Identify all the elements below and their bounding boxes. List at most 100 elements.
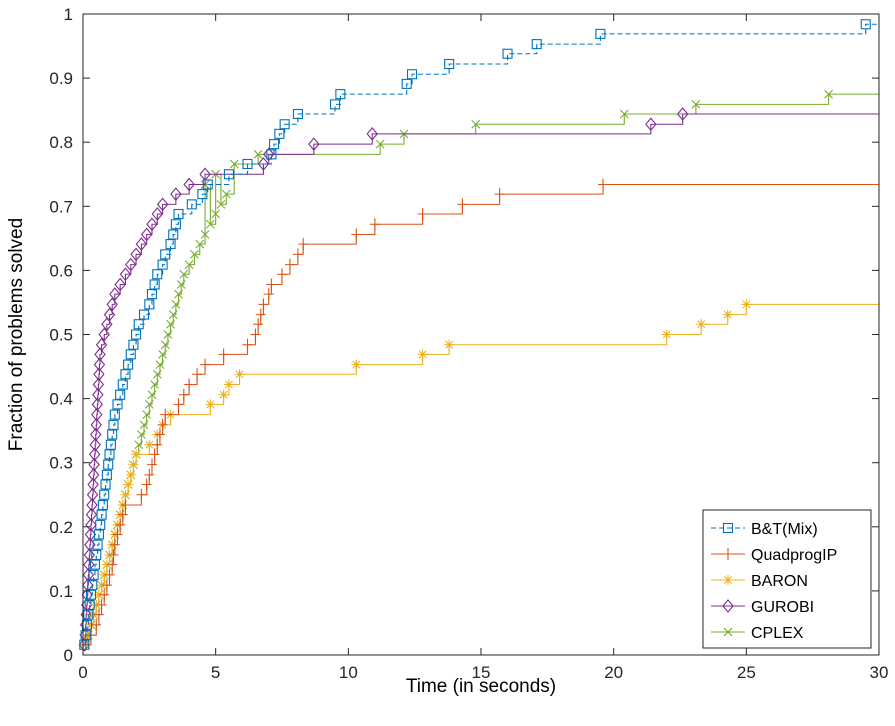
x-tick-label: 30 xyxy=(870,663,889,682)
data-point xyxy=(741,299,752,310)
data-point xyxy=(375,139,385,149)
data-point xyxy=(106,297,118,312)
data-point xyxy=(330,99,341,110)
data-point xyxy=(128,459,139,470)
data-point xyxy=(192,368,203,381)
data-point xyxy=(160,249,171,260)
data-point xyxy=(158,349,167,359)
data-point xyxy=(661,329,672,340)
legend-item: BARON xyxy=(711,573,808,590)
data-point xyxy=(255,308,266,321)
data-point xyxy=(108,419,119,430)
data-point xyxy=(99,588,110,601)
data-point xyxy=(221,189,231,199)
data-point xyxy=(93,357,106,372)
data-point xyxy=(351,359,362,370)
legend-item: B&T(Mix) xyxy=(711,521,818,538)
data-point xyxy=(223,169,234,180)
data-point xyxy=(223,379,234,390)
data-point xyxy=(144,299,155,310)
data-point xyxy=(128,339,139,350)
data-point xyxy=(96,580,107,591)
data-point xyxy=(218,389,229,400)
data-point xyxy=(123,479,134,490)
y-tick-label: 0 xyxy=(64,646,73,665)
data-point xyxy=(444,58,455,70)
data-point xyxy=(250,328,261,341)
data-point xyxy=(84,527,97,542)
data-point xyxy=(200,358,211,371)
data-point xyxy=(168,229,179,240)
data-point xyxy=(152,269,163,280)
data-point xyxy=(88,447,101,462)
y-tick-label: 1 xyxy=(64,5,73,24)
data-point xyxy=(109,287,121,301)
y-tick-label: 0.1 xyxy=(49,582,73,601)
data-point xyxy=(90,418,102,432)
data-point xyxy=(85,589,97,600)
data-point xyxy=(91,618,102,631)
data-point xyxy=(444,339,455,350)
y-tick-label: 0.6 xyxy=(49,261,73,280)
data-point xyxy=(494,188,505,201)
data-point xyxy=(457,198,468,211)
data-point xyxy=(133,319,144,330)
data-point xyxy=(163,330,173,339)
data-point xyxy=(93,589,104,600)
data-point xyxy=(253,318,264,331)
data-point xyxy=(229,159,239,169)
data-point xyxy=(165,239,176,250)
x-tick-label: 25 xyxy=(737,663,756,682)
data-point xyxy=(155,360,165,370)
x-tick-label: 15 xyxy=(472,663,491,682)
data-point xyxy=(263,288,274,301)
data-point xyxy=(406,69,418,80)
data-point xyxy=(99,489,110,500)
legend-marker xyxy=(722,599,734,613)
data-point xyxy=(195,239,205,249)
data-point xyxy=(179,269,189,279)
data-point xyxy=(144,399,154,409)
data-point xyxy=(87,580,98,591)
data-point xyxy=(676,107,689,121)
data-point xyxy=(138,309,150,320)
data-point xyxy=(197,189,208,200)
series-b-t-mix- xyxy=(79,19,879,650)
data-point xyxy=(184,260,194,270)
data-point xyxy=(115,518,126,531)
data-point xyxy=(144,468,155,481)
data-point xyxy=(92,387,104,402)
data-point xyxy=(696,319,707,330)
data-point xyxy=(234,369,245,380)
data-point xyxy=(114,277,126,292)
y-axis-label: Fraction of problems solved xyxy=(6,218,27,451)
data-point xyxy=(173,208,184,220)
x-tick-label: 20 xyxy=(604,663,623,682)
y-tick-label: 0.5 xyxy=(49,326,73,345)
data-point xyxy=(109,538,120,551)
data-point xyxy=(112,528,123,541)
data-point xyxy=(205,219,215,229)
x-tick-label: 5 xyxy=(211,663,220,682)
data-point xyxy=(174,289,183,299)
data-point xyxy=(83,609,94,620)
data-point xyxy=(84,599,95,611)
data-point xyxy=(190,249,199,259)
data-point xyxy=(417,349,428,360)
data-point xyxy=(157,418,168,431)
data-point xyxy=(90,427,102,442)
data-point xyxy=(691,99,701,109)
data-point xyxy=(176,280,186,289)
data-point xyxy=(335,89,346,100)
data-point xyxy=(173,398,184,411)
data-point xyxy=(101,317,113,332)
data-point xyxy=(824,89,833,99)
data-point xyxy=(595,28,606,39)
data-point xyxy=(93,529,104,540)
data-point xyxy=(101,559,112,570)
data-point xyxy=(183,177,195,192)
data-point xyxy=(160,340,170,350)
data-point xyxy=(401,78,412,89)
data-point xyxy=(91,600,102,611)
data-point xyxy=(105,439,116,450)
